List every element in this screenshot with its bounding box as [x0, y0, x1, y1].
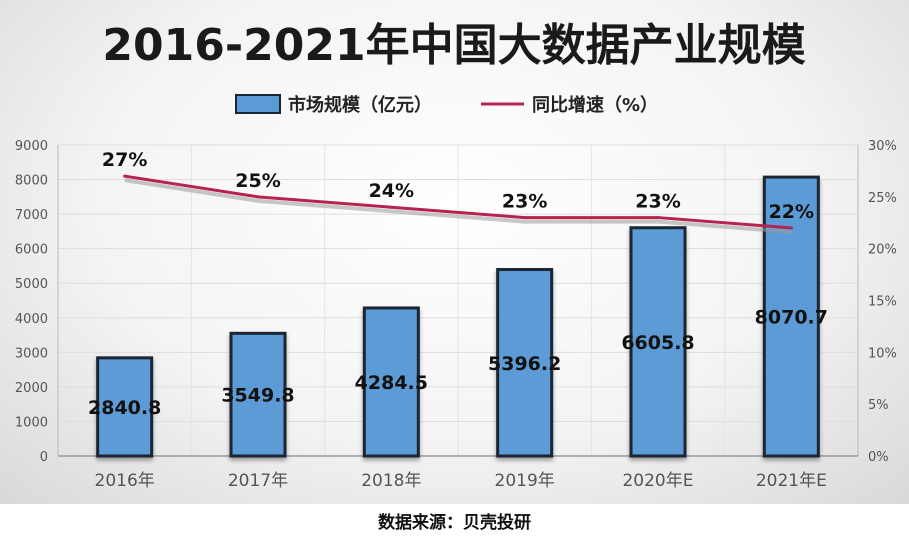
- line-point: [523, 216, 527, 220]
- x-tick-label: 2017年: [228, 471, 288, 491]
- line-point: [789, 226, 793, 230]
- right-tick-label: 10%: [868, 346, 897, 361]
- x-tick-label: 2019年: [495, 471, 555, 491]
- line-point: [389, 205, 393, 209]
- line-series: [124, 174, 792, 230]
- bar-data-label: 6605.8: [621, 332, 694, 354]
- right-tick-label: 30%: [868, 139, 897, 154]
- right-tick-label: 5%: [868, 398, 889, 413]
- x-tick-label: 2020年E: [622, 471, 693, 491]
- source-note: 数据来源：贝壳投研: [378, 513, 531, 533]
- legend-label-bar: 市场规模（亿元）: [288, 94, 432, 116]
- line-point: [656, 216, 660, 220]
- left-tick-label: 6000: [15, 243, 48, 258]
- line-point: [256, 195, 260, 199]
- bar: [629, 226, 687, 458]
- line-data-label: 24%: [369, 180, 414, 202]
- x-tick-label: 2021年E: [756, 471, 827, 491]
- line-point: [123, 174, 127, 178]
- bar-data-label: 3549.8: [221, 385, 294, 407]
- bar: [96, 356, 154, 458]
- x-tick-label: 2018年: [361, 471, 421, 491]
- legend-label-line: 同比增速（%）: [532, 94, 658, 116]
- left-tick-label: 8000: [15, 174, 48, 189]
- bar-data-label: 2840.8: [88, 397, 161, 419]
- line-series-shadow: [124, 178, 792, 234]
- left-tick-label: 2000: [15, 381, 48, 396]
- right-tick-label: 0%: [868, 450, 889, 465]
- left-tick-label: 0: [40, 450, 48, 465]
- line-data-label: 23%: [635, 191, 680, 213]
- left-tick-label: 7000: [15, 208, 48, 223]
- x-tick-label: 2016年: [95, 471, 155, 491]
- right-tick-label: 20%: [868, 243, 897, 258]
- chart-title: 2016-2021年中国大数据产业规模: [102, 20, 805, 71]
- line-data-label: 23%: [502, 191, 547, 213]
- bar: [496, 268, 554, 458]
- bar-data-label: 5396.2: [488, 353, 561, 375]
- legend-swatch-bar: [235, 94, 281, 114]
- line-data-label: 25%: [235, 170, 280, 192]
- bar-data-label: 8070.7: [755, 307, 828, 329]
- right-tick-label: 15%: [868, 295, 897, 310]
- bar: [229, 331, 287, 458]
- bar: [762, 175, 820, 458]
- left-tick-label: 9000: [15, 139, 48, 154]
- line-data-label: 22%: [769, 201, 814, 223]
- bar-data-label: 4284.5: [355, 372, 428, 394]
- line-data-label: 27%: [102, 149, 147, 171]
- left-tick-label: 5000: [15, 277, 48, 292]
- left-tick-label: 3000: [15, 346, 48, 361]
- bar: [362, 306, 420, 458]
- left-tick-label: 4000: [15, 312, 48, 327]
- right-tick-label: 25%: [868, 191, 897, 206]
- left-tick-label: 1000: [15, 415, 48, 430]
